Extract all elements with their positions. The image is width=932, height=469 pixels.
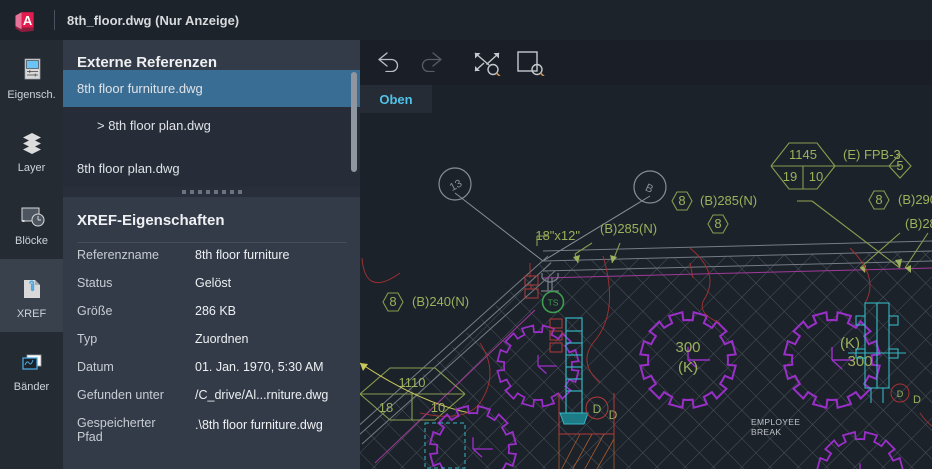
svg-text:8: 8 [714,216,721,231]
svg-text:(B)285(N): (B)285(N) [905,216,932,231]
svg-text:B: B [643,182,655,196]
svg-text:1145: 1145 [789,147,817,162]
svg-text:19: 19 [783,169,797,184]
svg-text:D: D [897,389,904,399]
svg-text:D: D [609,408,618,422]
svg-text:D: D [913,394,921,406]
svg-text:(B)285(N): (B)285(N) [700,193,757,208]
svg-text:(E) FPB-3: (E) FPB-3 [843,147,901,162]
svg-text:13: 13 [448,178,464,194]
svg-text:300: 300 [847,353,872,370]
svg-text:(B)285(N): (B)285(N) [600,221,657,236]
svg-text:(B)240(N): (B)240(N) [412,294,469,309]
svg-text:8: 8 [875,192,882,207]
svg-text:A: A [23,13,33,28]
svg-text:8: 8 [678,193,685,208]
svg-text:(B)290: (B)290 [898,192,932,207]
svg-text:10: 10 [809,169,823,184]
svg-text:TS: TS [548,298,559,308]
svg-text:5: 5 [896,158,903,173]
svg-text:18: 18 [379,400,393,415]
svg-text:300: 300 [675,339,700,356]
svg-text:D: D [593,402,602,416]
svg-text:EMPLOYEE: EMPLOYEE [751,417,800,427]
svg-text:(K): (K) [678,359,698,376]
svg-text:8: 8 [389,294,396,309]
svg-text:BREAK: BREAK [751,427,781,437]
